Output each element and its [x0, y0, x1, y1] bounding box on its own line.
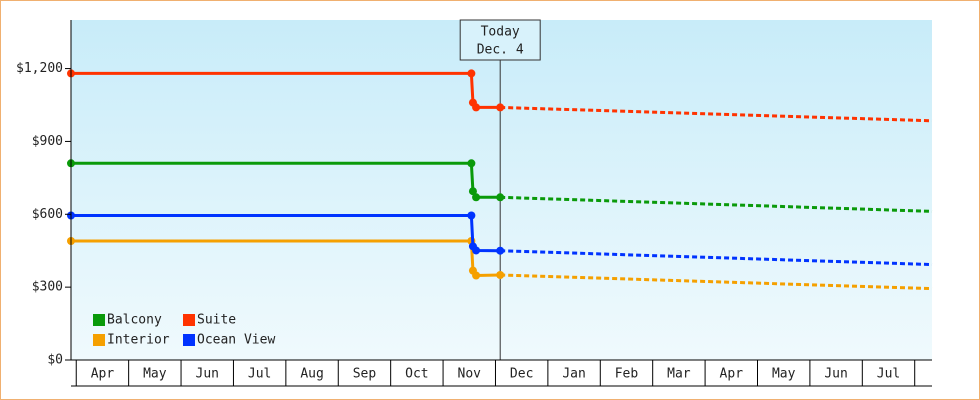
legend-swatch	[93, 314, 105, 326]
price-point	[496, 193, 505, 202]
y-tick-label: $300	[32, 280, 63, 295]
today-box	[459, 19, 541, 61]
price-point	[496, 246, 505, 255]
price-point	[467, 69, 476, 78]
forecast-line	[500, 105, 933, 123]
x-tick-label: Sep	[353, 367, 377, 382]
today-label: Today	[481, 25, 520, 40]
x-tick-label: Oct	[405, 367, 428, 382]
legend-swatch	[183, 334, 195, 346]
legend-label: Ocean View	[197, 333, 275, 348]
x-tick-label: Apr	[720, 367, 744, 382]
forecast-line	[500, 249, 933, 267]
x-tick-label: Jul	[248, 367, 271, 382]
y-tick-label: $1,200	[16, 61, 63, 76]
price-point	[467, 211, 476, 220]
plot-area	[71, 20, 932, 360]
legend-swatch	[183, 314, 195, 326]
legend-label: Suite	[197, 313, 236, 328]
forecast-line	[500, 273, 933, 291]
x-tick-label: Feb	[615, 367, 639, 382]
x-tick-label: May	[772, 367, 796, 382]
today-label: Dec. 4	[477, 43, 524, 58]
forecast-line	[500, 195, 933, 213]
price-point	[472, 103, 481, 112]
price-point	[472, 271, 481, 280]
price-point	[467, 159, 476, 168]
x-tick-label: Dec	[510, 367, 533, 382]
legend-swatch	[93, 334, 105, 346]
legend-label: Interior	[107, 333, 170, 348]
price-point	[496, 103, 505, 112]
x-tick-label: Jan	[562, 367, 585, 382]
y-tick-label: $900	[32, 134, 63, 149]
price-point	[468, 187, 477, 196]
x-tick-label: May	[143, 367, 167, 382]
x-tick-label: Apr	[91, 367, 115, 382]
x-tick-label: Jun	[196, 367, 219, 382]
price-point	[496, 271, 505, 279]
y-tick-label: $0	[47, 353, 63, 368]
x-tick-label: Nov	[458, 367, 482, 382]
x-tick-label: Jun	[824, 367, 847, 382]
price-point	[472, 193, 481, 202]
y-tick-label: $600	[32, 207, 63, 222]
x-tick-label: Mar	[667, 367, 691, 382]
price-point	[472, 246, 481, 255]
legend-label: Balcony	[107, 313, 162, 328]
x-tick-label: Jul	[877, 367, 900, 382]
x-tick-label: Aug	[300, 367, 323, 382]
